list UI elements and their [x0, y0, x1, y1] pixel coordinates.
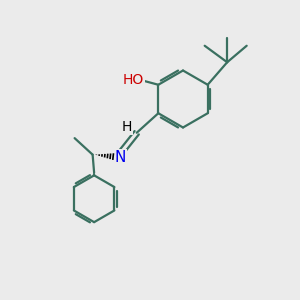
- Text: H: H: [122, 120, 132, 134]
- Text: HO: HO: [123, 73, 144, 87]
- Text: N: N: [115, 150, 126, 165]
